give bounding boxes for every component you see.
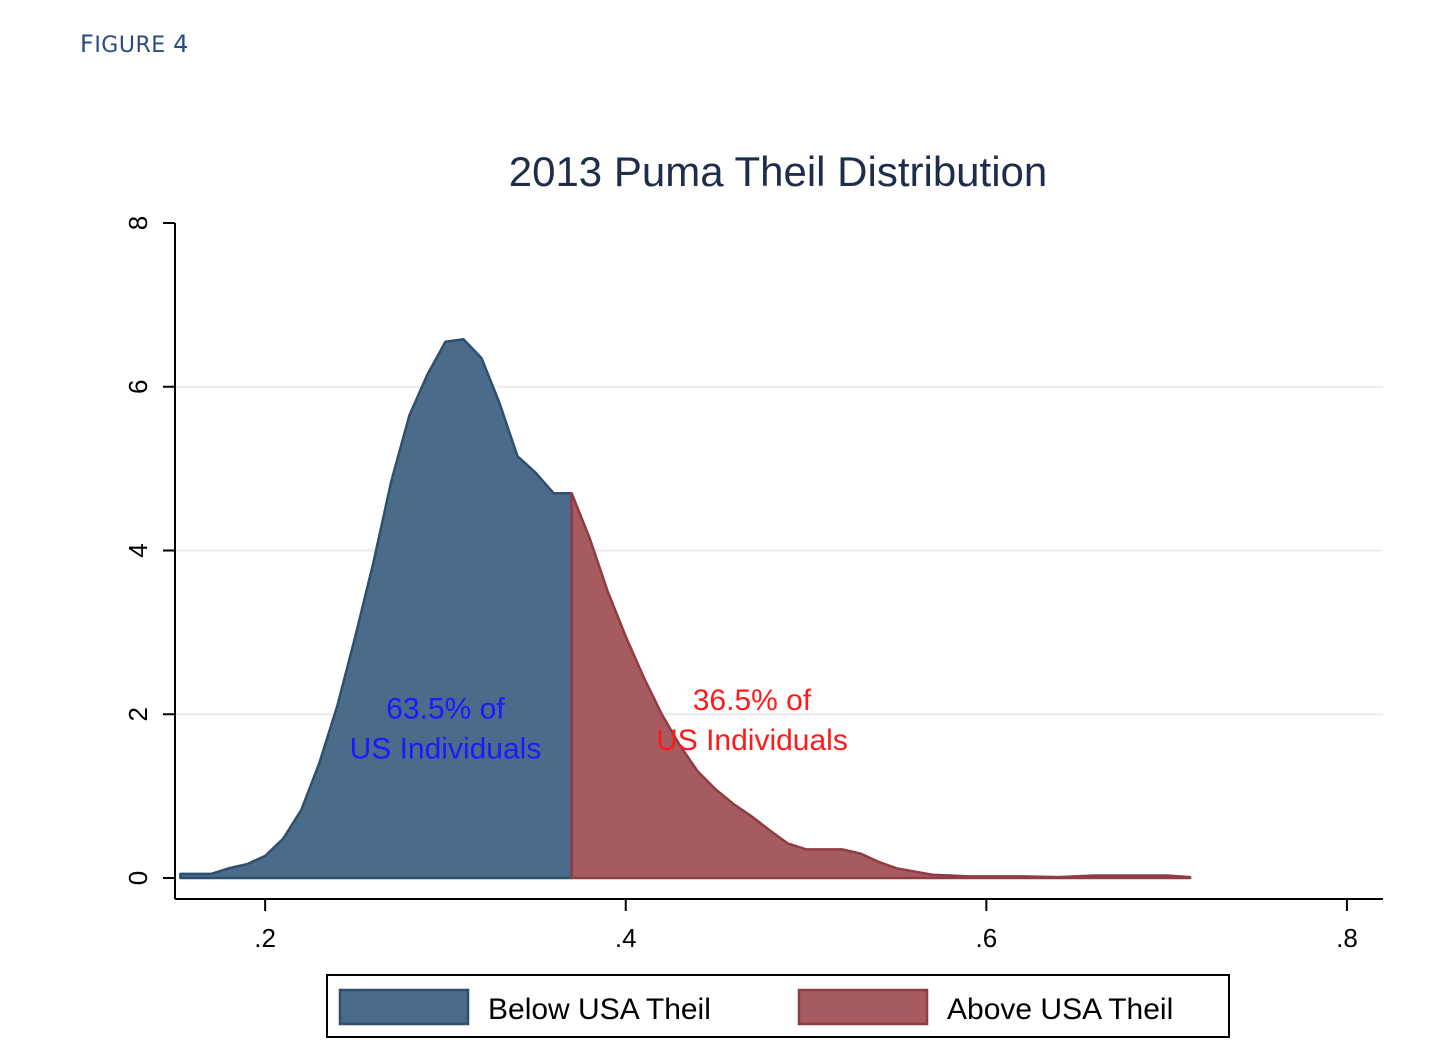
annotations: 63.5% of US Individuals 36.5% of US Individ… [350, 684, 848, 765]
legend-swatch-below-usa-theil [338, 988, 470, 1026]
x-tick-label: .6 [975, 923, 997, 953]
y-tick-label: 8 [123, 216, 153, 230]
area-above-usa-theil [570, 491, 1192, 880]
annotation-above-line-1: 36.5% of [693, 684, 812, 717]
axes: 0 2 4 6 8 .2 .4 .6 .8 [123, 216, 1383, 953]
legend-swatch-above-usa-theil [797, 988, 929, 1026]
area-below-usa-theil [179, 338, 573, 880]
x-tick-label: .2 [254, 923, 276, 953]
y-tick-label: 4 [123, 543, 153, 557]
legend: Below USA Theil Above USA Theil [326, 974, 1230, 1038]
chart-title: 2013 Puma Theil Distribution [509, 148, 1048, 195]
y-tick-label: 6 [123, 380, 153, 394]
plot-areas [179, 338, 1192, 880]
y-tick-label: 0 [123, 871, 153, 885]
x-tick-label: .4 [615, 923, 637, 953]
x-tick-label: .8 [1336, 923, 1358, 953]
figure-label: FIGURE 4 [80, 30, 189, 58]
legend-label-above-usa-theil: Above USA Theil [947, 993, 1173, 1026]
legend-label-below-usa-theil: Below USA Theil [488, 993, 711, 1026]
y-tick-label: 2 [123, 707, 153, 721]
legend-box [326, 974, 1230, 1038]
annotation-above-line-2: US Individuals [656, 724, 848, 757]
annotation-below-line-2: US Individuals [350, 732, 542, 765]
annotation-below-line-1: 63.5% of [386, 692, 505, 725]
